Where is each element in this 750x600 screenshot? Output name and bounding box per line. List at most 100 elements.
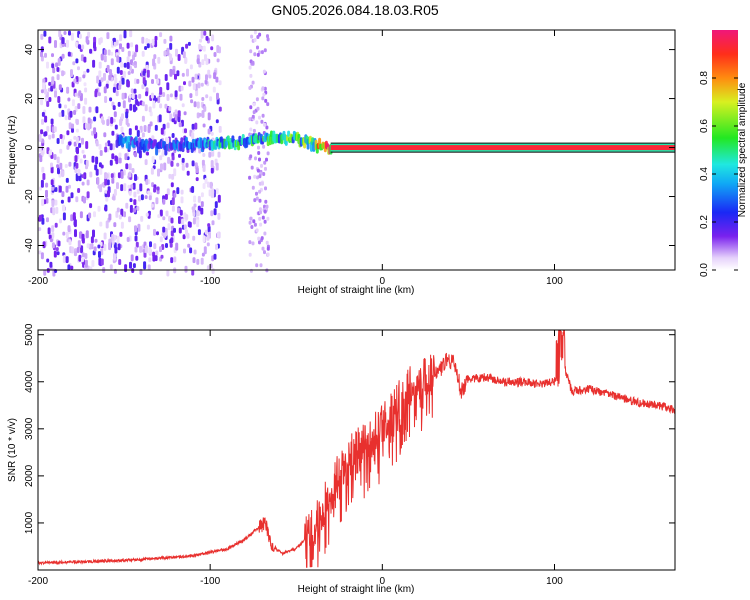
spectrogram-cell bbox=[209, 181, 213, 189]
spectrogram-cell bbox=[134, 125, 138, 131]
spectrogram-cell bbox=[191, 160, 195, 167]
spectrogram-cell bbox=[103, 232, 107, 240]
spectrogram-cell bbox=[166, 122, 170, 129]
spectrogram-cell bbox=[153, 243, 157, 250]
spectrogram-cell bbox=[77, 103, 81, 110]
spectrogram-cell bbox=[159, 86, 163, 95]
spectrogram-cell bbox=[130, 42, 134, 48]
spectrogram-cell bbox=[72, 61, 76, 66]
spectrogram-cell bbox=[253, 52, 257, 57]
spectrogram-cell bbox=[89, 48, 93, 54]
spectrogram-cell bbox=[150, 167, 154, 175]
spectrogram-cell bbox=[78, 142, 82, 148]
spectrogram-cell bbox=[202, 235, 206, 243]
spectrogram-cell bbox=[141, 50, 145, 57]
spectrogram-cell bbox=[127, 184, 131, 189]
spectrogram-cell bbox=[83, 154, 86, 159]
spectrogram-cell bbox=[206, 234, 210, 241]
spectrogram-cell bbox=[123, 62, 127, 68]
spectrogram-cell bbox=[126, 237, 130, 242]
spectrogram-cell bbox=[166, 188, 170, 196]
spectrogram-cell bbox=[176, 162, 180, 167]
spectrogram-cell bbox=[109, 143, 113, 151]
spectrogram-cell bbox=[193, 195, 197, 203]
spectrogram-cell bbox=[89, 171, 93, 178]
spectrogram-cell bbox=[111, 233, 115, 241]
colorbar-label: Normalized spectral amplitude bbox=[737, 82, 748, 217]
spectrogram-cell bbox=[266, 252, 270, 257]
spectrogram-cell bbox=[213, 253, 217, 260]
spectrogram-cell bbox=[196, 210, 200, 217]
spectrogram-cell bbox=[141, 36, 145, 44]
spectrogram-cell bbox=[113, 222, 117, 228]
spectrogram-cell bbox=[104, 189, 108, 194]
snr-axes: -200 -100 0 100 1000 2000 3000 4000 5000 bbox=[24, 323, 675, 587]
spectrogram-cell bbox=[193, 203, 197, 208]
spectrogram-cell bbox=[57, 240, 61, 247]
spectrogram-cell bbox=[98, 61, 102, 69]
spectrogram-cell bbox=[151, 38, 155, 46]
spectrogram-cell bbox=[81, 174, 85, 179]
spectrogram-cell bbox=[54, 222, 58, 228]
colorbar-tick-label: 0.0 bbox=[699, 263, 710, 277]
spectrogram-cell bbox=[248, 117, 252, 122]
spectrogram-cell bbox=[262, 69, 266, 74]
spectrogram-cell bbox=[126, 42, 130, 49]
spectrogram-cell bbox=[129, 65, 132, 71]
spectrogram-cell bbox=[123, 183, 127, 192]
spectrogram-cell bbox=[93, 127, 97, 135]
carrier-band bbox=[330, 145, 675, 151]
spectrogram-cell bbox=[61, 53, 65, 59]
spectrogram-cell bbox=[162, 226, 166, 233]
spectrogram-cell bbox=[264, 199, 268, 204]
spectrogram-cell bbox=[69, 110, 73, 118]
spectrogram-cell bbox=[126, 62, 130, 69]
spectrogram-cell bbox=[55, 62, 59, 68]
spectrogram-cell bbox=[117, 172, 121, 179]
spectrogram-cell bbox=[100, 53, 104, 61]
spectrogram-cell bbox=[193, 101, 197, 108]
spectrogram-cell bbox=[87, 123, 91, 131]
spectrogram-ylabel: Frequency (Hz) bbox=[7, 116, 18, 185]
spectrogram-cell bbox=[78, 33, 82, 39]
spectrogram-cell bbox=[201, 159, 205, 166]
spectrogram-cell bbox=[287, 130, 291, 137]
spectrogram-cell bbox=[75, 162, 79, 169]
spectrogram-cell bbox=[205, 74, 208, 81]
spectrogram-cell bbox=[261, 246, 265, 251]
spectrogram-cell bbox=[176, 187, 180, 195]
spectrogram-cell bbox=[128, 216, 132, 223]
spectrogram-cell bbox=[171, 133, 175, 138]
spectrogram-cell bbox=[253, 222, 257, 227]
spectrogram-cell bbox=[97, 205, 101, 212]
spectrogram-cell bbox=[96, 75, 100, 84]
spectrogram-cell bbox=[264, 98, 268, 103]
spectrogram-cell bbox=[51, 63, 55, 69]
spectrogram-cell bbox=[160, 254, 164, 259]
spectrogram-cell bbox=[140, 215, 144, 222]
spectrogram-cell bbox=[170, 230, 174, 237]
spectrogram-cell bbox=[169, 42, 173, 50]
spectrogram-cell bbox=[156, 79, 159, 84]
spectrogram-cell bbox=[78, 76, 82, 82]
spectrogram-cell bbox=[248, 65, 252, 70]
spectrogram-cell bbox=[163, 38, 167, 44]
spectrogram-cell bbox=[205, 35, 209, 41]
spectrogram-cell bbox=[183, 81, 186, 86]
spectrogram-cell bbox=[42, 241, 46, 249]
spectrogram-cell bbox=[120, 221, 124, 229]
spectrogram-cell bbox=[92, 229, 95, 238]
spectrogram-cell bbox=[95, 168, 99, 176]
spectrogram-cell bbox=[100, 258, 104, 266]
y-tick-label: 1000 bbox=[24, 511, 35, 534]
spectrogram-cell bbox=[263, 209, 267, 214]
spectrogram-cell bbox=[198, 43, 202, 50]
spectrogram-cell bbox=[134, 235, 138, 242]
spectrogram-cell bbox=[78, 44, 81, 50]
spectrogram-cell bbox=[262, 172, 266, 176]
spectrogram-cell bbox=[160, 127, 164, 135]
spectrogram-cell bbox=[110, 173, 114, 179]
colorbar-tick-label: 0.8 bbox=[699, 71, 710, 85]
spectrogram-cell bbox=[249, 49, 253, 54]
